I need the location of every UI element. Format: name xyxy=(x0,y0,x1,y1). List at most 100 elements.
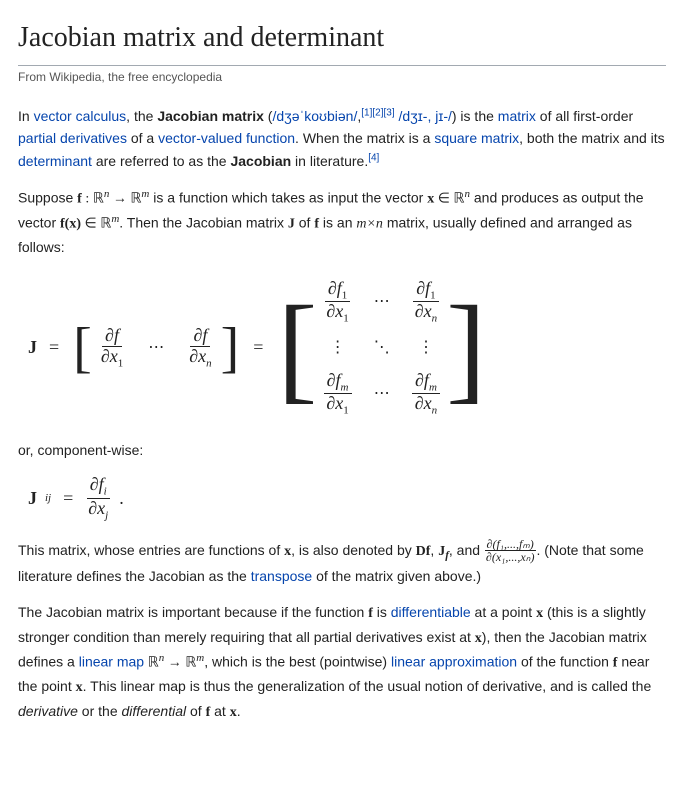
text: at xyxy=(210,703,229,719)
importance-paragraph: The Jacobian matrix is important because… xyxy=(18,601,666,724)
sym-fx: f(x) xyxy=(60,217,81,232)
sym-mxn: m×n xyxy=(356,217,383,232)
cell-df1-dx1: ∂f1 ∂x1 xyxy=(323,279,351,325)
text: at a point xyxy=(471,604,536,620)
text: , which is the best (pointwise) xyxy=(204,654,391,670)
left-bracket-icon: [ xyxy=(277,321,317,375)
sym-J: J xyxy=(288,217,295,232)
sym-Df: Df xyxy=(416,544,431,559)
sym-arrow: → xyxy=(109,192,130,207)
sym-x2: x xyxy=(475,631,482,646)
text: The Jacobian matrix is important because… xyxy=(18,604,368,620)
num: ∂f xyxy=(328,278,342,298)
ref-1[interactable]: [1] xyxy=(361,107,372,118)
link-ipa[interactable]: /dʒəˈkoʊbiən/ xyxy=(272,108,357,124)
sym-x3: x xyxy=(76,680,83,695)
sub: 1 xyxy=(342,289,348,301)
vdots: ⋮ xyxy=(330,344,346,352)
text: . Then the Jacobian matrix xyxy=(119,215,288,231)
sym-x: x xyxy=(536,606,543,621)
equation-componentwise: Jij = ∂fi ∂xj . xyxy=(28,475,666,521)
cell-dfm-dx1: ∂fm ∂x1 xyxy=(323,371,351,417)
text: ) is the xyxy=(452,108,498,124)
ref-4[interactable]: [4] xyxy=(368,152,379,163)
num: ∂(f₁,...,fₘ) xyxy=(485,538,536,552)
text: is a function which takes as input the v… xyxy=(149,190,427,206)
link-square-matrix[interactable]: square matrix xyxy=(434,130,519,146)
den: ∂x xyxy=(326,301,343,321)
sym-J: J xyxy=(28,484,37,513)
cdots: ⋯ xyxy=(374,289,390,315)
sym-arrow: → xyxy=(164,656,185,671)
den: ∂x xyxy=(101,346,118,366)
text: of the matrix given above.) xyxy=(312,568,481,584)
sym-Rm: ℝ xyxy=(130,192,141,207)
site-sub: From Wikipedia, the free encyclopedia xyxy=(18,68,666,87)
cdots: ⋯ xyxy=(148,335,164,361)
full-matrix-body: ∂f1 ∂x1 ⋯ ∂f1 ∂xn ⋮ ⋱ ⋮ ∂fm ∂x1 ⋯ ∂fm ∂x… xyxy=(319,273,444,423)
right-bracket-icon: ] xyxy=(446,321,486,375)
sub: n xyxy=(432,405,438,417)
text: of xyxy=(186,703,205,719)
sym-Rm: ℝ xyxy=(185,656,196,671)
sub: i xyxy=(104,486,107,498)
link-transpose[interactable]: transpose xyxy=(251,568,312,584)
ref-2[interactable]: [2] xyxy=(372,107,383,118)
sub: m xyxy=(429,381,437,393)
link-vector-calculus[interactable]: vector calculus xyxy=(34,108,127,124)
sub: n xyxy=(206,357,212,369)
sym-colon: : xyxy=(82,192,93,207)
num: ∂f xyxy=(415,370,429,390)
ddots: ⋱ xyxy=(374,335,390,361)
text: This matrix, whose entries are functions… xyxy=(18,542,284,558)
den: ∂x xyxy=(189,346,206,366)
text: , and xyxy=(449,542,484,558)
text: in literature. xyxy=(291,153,368,169)
frac-partial-notation: ∂(f₁,...,fₘ)∂(x₁,...,xₙ) xyxy=(484,538,537,564)
link-ipa2[interactable]: /dʒɪ-, jɪ-/ xyxy=(395,108,452,124)
link-linear-approximation[interactable]: linear approximation xyxy=(391,654,517,670)
text: . When the matrix is a xyxy=(295,130,434,146)
link-partial-derivatives[interactable]: partial derivatives xyxy=(18,130,127,146)
num: ∂f xyxy=(193,325,207,345)
link-determinant[interactable]: determinant xyxy=(18,153,92,169)
sym-Rn: ℝ xyxy=(93,192,104,207)
text: of a xyxy=(127,130,158,146)
text: , the xyxy=(126,108,157,124)
sym-in2: ∈ xyxy=(81,217,100,232)
row-matrix-body: ∂f ∂x1 ⋯ ∂f ∂xn xyxy=(94,320,219,375)
row-matrix: [ ∂f ∂x1 ⋯ ∂f ∂xn ] xyxy=(71,320,241,375)
sym-Rn: ℝ xyxy=(144,656,159,671)
den: ∂x xyxy=(415,301,432,321)
sub-ij: ij xyxy=(45,490,51,508)
or-componentwise: or, component-wise: xyxy=(18,439,666,461)
text: or the xyxy=(78,703,122,719)
term-differential: differential xyxy=(122,703,187,719)
text: . This linear map is thus the generaliza… xyxy=(83,678,652,694)
sub: n xyxy=(432,313,438,325)
cell-dfm-dxn: ∂fm ∂xn xyxy=(412,371,440,417)
link-vector-valued-function[interactable]: vector-valued function xyxy=(158,130,295,146)
text: Suppose xyxy=(18,190,77,206)
sub: 1 xyxy=(430,289,436,301)
cell-df-dxn: ∂f ∂xn xyxy=(186,326,214,369)
text: are referred to as the xyxy=(92,153,231,169)
text: is an xyxy=(319,215,356,231)
link-differentiable[interactable]: differentiable xyxy=(391,604,471,620)
term-jacobian: Jacobian xyxy=(230,153,291,169)
text: In xyxy=(18,108,34,124)
full-matrix: [ ∂f1 ∂x1 ⋯ ∂f1 ∂xn ⋮ ⋱ ⋮ ∂fm ∂x1 ⋯ ∂fm … xyxy=(275,273,488,423)
num: ∂f xyxy=(105,325,119,345)
sub: m xyxy=(341,381,349,393)
link-matrix[interactable]: matrix xyxy=(498,108,536,124)
term-jacobian-matrix: Jacobian matrix xyxy=(157,108,264,124)
text: of all first-order xyxy=(536,108,633,124)
link-linear-map[interactable]: linear map xyxy=(79,654,144,670)
den: ∂x xyxy=(88,498,105,518)
num: ∂f xyxy=(90,474,104,494)
notation-paragraph: This matrix, whose entries are functions… xyxy=(18,538,666,588)
ref-3[interactable]: [3] xyxy=(383,107,394,118)
frac-dfi-dxj: ∂fi ∂xj xyxy=(85,475,111,521)
cell-df-dx1: ∂f ∂x1 xyxy=(98,326,126,369)
period: . xyxy=(119,484,124,513)
